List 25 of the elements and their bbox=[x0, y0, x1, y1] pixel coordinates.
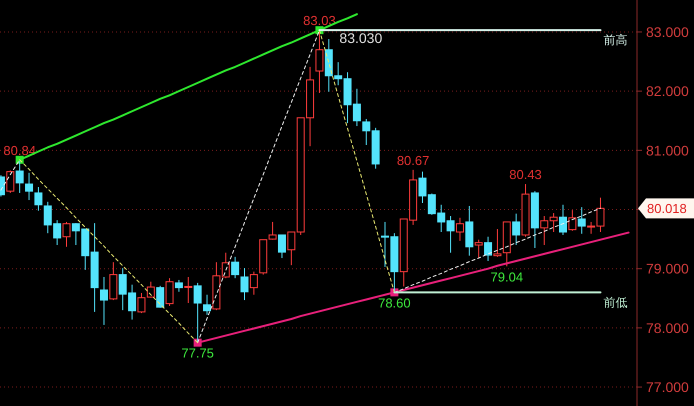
y-tick-label: 82.000 bbox=[646, 83, 690, 100]
y-tick-label: 83.000 bbox=[646, 24, 690, 40]
text: 80.84 bbox=[3, 142, 36, 158]
y-tick-label: 81.000 bbox=[646, 142, 690, 158]
text: 78.60 bbox=[378, 295, 411, 310]
data-label: 83.030 bbox=[339, 30, 382, 46]
text: 77.75 bbox=[181, 346, 214, 361]
y-tick-label: 79.000 bbox=[646, 260, 690, 277]
y-tick-label: 77.000 bbox=[646, 379, 690, 396]
y-tick-label: 78.000 bbox=[646, 320, 690, 336]
text: 79.04 bbox=[490, 269, 524, 284]
candlestick bbox=[100, 276, 108, 326]
text: 80.67 bbox=[396, 152, 430, 168]
candlestick bbox=[25, 172, 34, 201]
candlestick bbox=[578, 206, 586, 234]
candlestick bbox=[512, 213, 520, 246]
text: 80.43 bbox=[509, 167, 542, 182]
text: 80.018 bbox=[647, 200, 687, 216]
candlestick bbox=[184, 276, 192, 304]
candlestick bbox=[484, 236, 492, 262]
text: 83.03 bbox=[303, 13, 336, 28]
candlestick bbox=[203, 294, 212, 316]
series-label: 前低 bbox=[603, 295, 628, 310]
series-label: 前高 bbox=[603, 33, 628, 48]
candlestick bbox=[240, 268, 248, 301]
